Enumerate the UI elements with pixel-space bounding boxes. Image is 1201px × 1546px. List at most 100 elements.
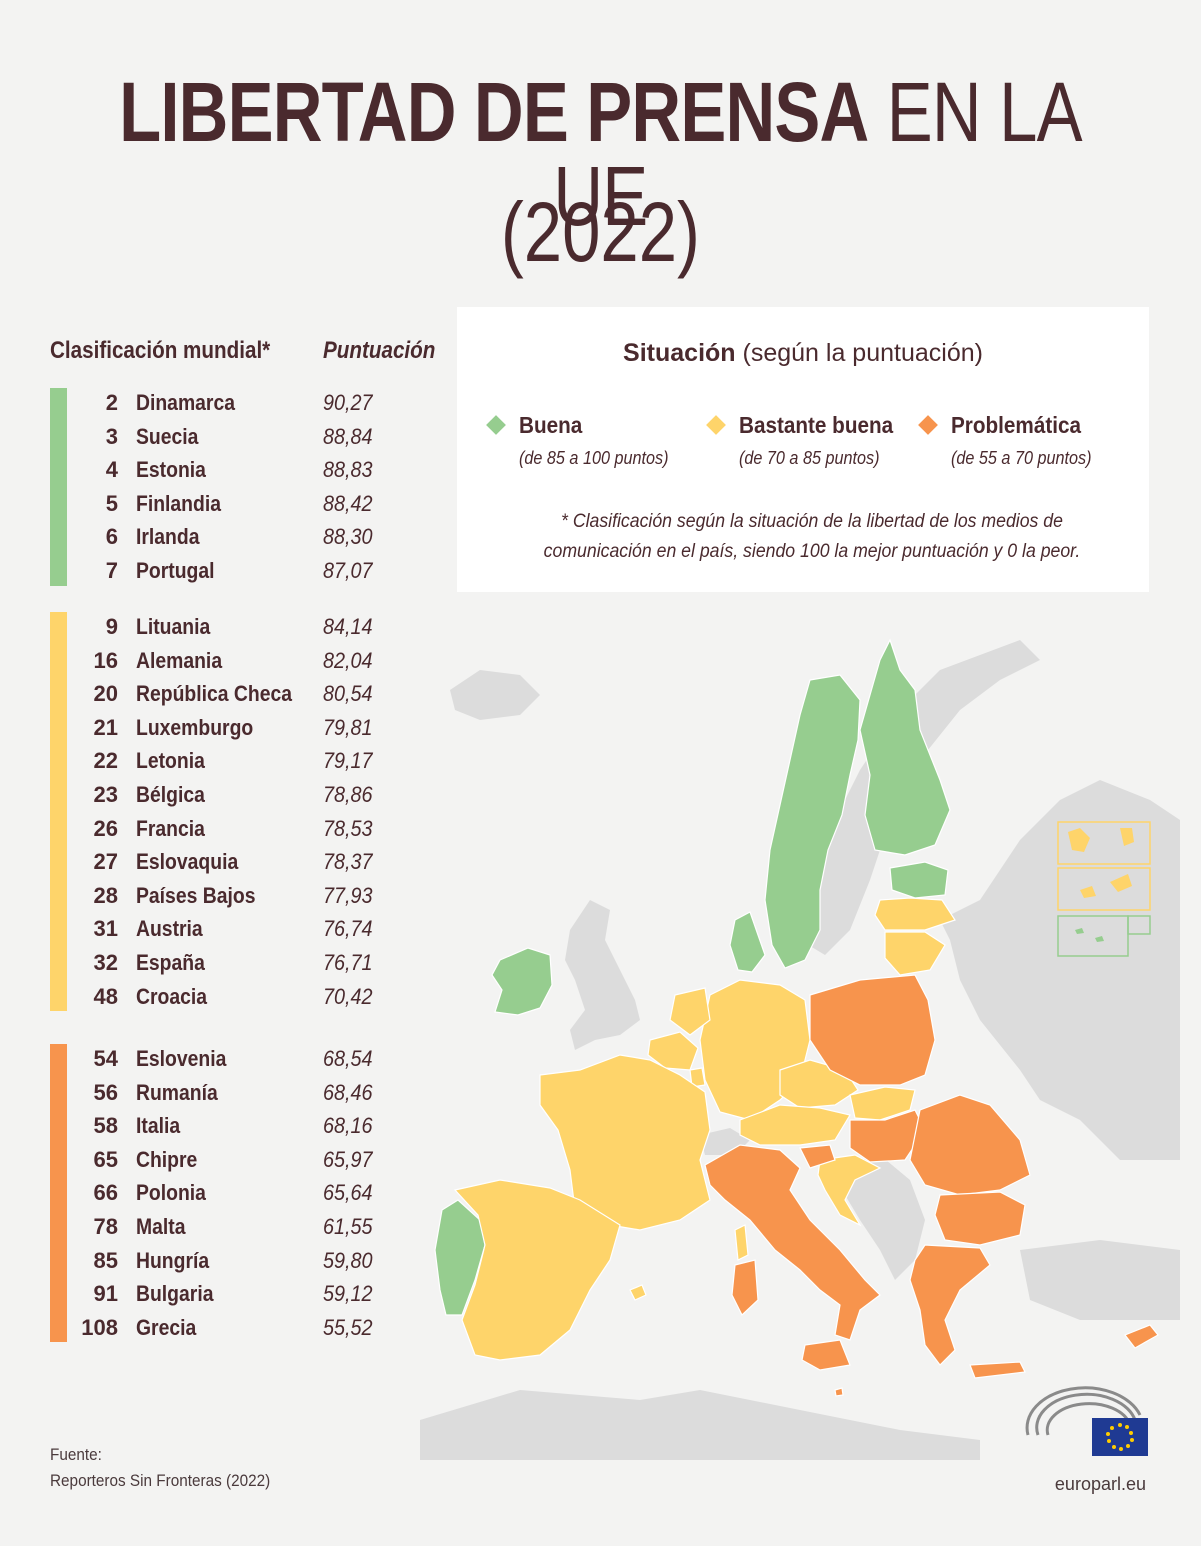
country-greece xyxy=(909,1244,991,1366)
russia-belarus-ukraine xyxy=(940,780,1180,1160)
country-name: Bulgaria xyxy=(136,1281,214,1307)
source-text: Reporteros Sin Fronteras (2022) xyxy=(50,1471,271,1491)
group-color-bar xyxy=(50,388,67,586)
group-color-bar xyxy=(50,1044,67,1343)
country-ireland xyxy=(491,947,553,1016)
eu-stars xyxy=(1106,1423,1134,1451)
score-value: 88,42 xyxy=(323,490,373,516)
country-name: Hungría xyxy=(136,1247,210,1273)
score-value: 78,53 xyxy=(323,815,373,841)
country-name: República Checa xyxy=(136,681,293,707)
rank-value: 78 xyxy=(93,1214,118,1239)
diamond-icon xyxy=(918,415,938,435)
country-malta xyxy=(834,1387,844,1397)
score-value: 68,46 xyxy=(323,1079,373,1105)
rank-value: 48 xyxy=(93,983,118,1009)
rank-value: 27 xyxy=(93,849,118,875)
rank-column-header: Clasificación mundial* xyxy=(50,337,271,364)
page-title: LIBERTAD DE PRENSA EN LA UE xyxy=(108,70,1093,238)
table-row: 20 República Checa 80,54 xyxy=(0,679,440,709)
score-value: 70,42 xyxy=(323,983,373,1009)
country-lithuania xyxy=(884,931,946,976)
rank-value: 31 xyxy=(93,916,118,942)
score-value: 78,86 xyxy=(323,782,373,807)
rank-value: 21 xyxy=(93,714,118,740)
turkey xyxy=(1020,1240,1180,1320)
diamond-icon xyxy=(706,415,726,435)
country-name: Italia xyxy=(136,1113,181,1139)
score-value: 59,80 xyxy=(323,1247,373,1273)
table-row: 22 Letonia 79,17 xyxy=(0,746,440,776)
country-sardinia xyxy=(731,1259,759,1316)
rank-value: 108 xyxy=(81,1314,118,1340)
score-value: 88,83 xyxy=(323,457,373,483)
table-row: 66 Polonia 65,64 xyxy=(0,1178,440,1208)
score-value: 65,64 xyxy=(323,1180,373,1206)
country-name: Polonia xyxy=(136,1180,206,1206)
inset-canarias xyxy=(1080,874,1132,898)
country-name: Estonia xyxy=(136,457,206,483)
score-value: 68,16 xyxy=(323,1113,373,1139)
norway xyxy=(800,640,1040,955)
country-name: Rumanía xyxy=(136,1079,218,1105)
north-africa xyxy=(420,1390,980,1460)
legend-range: (de 85 a 100 puntos) xyxy=(519,448,669,468)
rank-value: 22 xyxy=(93,748,118,774)
country-austria xyxy=(739,1104,851,1146)
legend-footnote: * Clasificación según la situación de la… xyxy=(543,511,1081,563)
country-name: Bélgica xyxy=(136,782,205,807)
rank-value: 54 xyxy=(93,1046,118,1071)
country-finland xyxy=(859,638,951,856)
inset-guadeloupe xyxy=(1068,828,1090,852)
rank-value: 65 xyxy=(93,1146,118,1172)
country-netherlands xyxy=(669,987,711,1036)
score-value: 61,55 xyxy=(323,1214,373,1239)
country-luxembourg xyxy=(689,1067,706,1088)
page-year: (2022) xyxy=(500,185,700,279)
country-name: Alemania xyxy=(136,647,223,673)
table-row: 5 Finlandia 88,42 xyxy=(0,489,440,519)
legend-box: Situación (según la puntuación) Buena (d… xyxy=(457,307,1149,592)
country-latvia xyxy=(874,897,956,931)
balkans xyxy=(840,1155,925,1280)
score-value: 87,07 xyxy=(323,558,373,583)
table-row: 78 Malta 61,55 xyxy=(0,1212,440,1242)
country-name: Malta xyxy=(136,1214,186,1239)
score-value: 77,93 xyxy=(323,882,373,908)
country-name: Chipre xyxy=(136,1146,198,1172)
europe-map xyxy=(420,638,1180,1460)
site-url: europarl.eu xyxy=(1054,1474,1146,1494)
score-value: 78,37 xyxy=(323,849,373,875)
table-row: 23 Bélgica 78,86 xyxy=(0,780,440,810)
legend-label: Bastante buena xyxy=(739,412,894,438)
title-light: EN LA UE xyxy=(553,65,1082,243)
score-value: 59,12 xyxy=(323,1281,373,1307)
table-row: 6 Irlanda 88,30 xyxy=(0,522,440,552)
rank-value: 56 xyxy=(93,1079,118,1105)
legend-range: (de 70 a 85 puntos) xyxy=(739,448,880,468)
score-column-header: Puntuación xyxy=(323,337,436,364)
score-value: 79,17 xyxy=(323,748,373,774)
table-row: 91 Bulgaria 59,12 xyxy=(0,1279,440,1309)
country-name: Finlandia xyxy=(136,490,221,516)
rank-value: 20 xyxy=(93,681,118,707)
table-row: 26 Francia 78,53 xyxy=(0,814,440,844)
country-sicily xyxy=(801,1339,851,1371)
problem-countries xyxy=(704,974,1159,1397)
outermost-regions-insets xyxy=(1057,821,1151,957)
country-name: Eslovenia xyxy=(136,1046,227,1071)
score-value: 55,52 xyxy=(323,1314,373,1340)
table-row: 2 Dinamarca 90,27 xyxy=(0,388,440,418)
country-portugal xyxy=(434,1199,486,1316)
source-note: Fuente: Reporteros Sin Fronteras (2022) xyxy=(50,1442,270,1495)
inset-martinique xyxy=(1120,828,1134,846)
rank-value: 91 xyxy=(93,1281,118,1307)
rank-value: 6 xyxy=(105,524,118,550)
score-value: 76,71 xyxy=(323,950,373,975)
legend-label: Buena xyxy=(519,412,583,438)
diamond-icon xyxy=(486,415,506,435)
country-denmark xyxy=(729,911,766,973)
rank-value: 58 xyxy=(93,1113,118,1139)
legend-title: Situación (según la puntuación) xyxy=(457,339,1149,368)
table-row: 58 Italia 68,16 xyxy=(0,1111,440,1141)
